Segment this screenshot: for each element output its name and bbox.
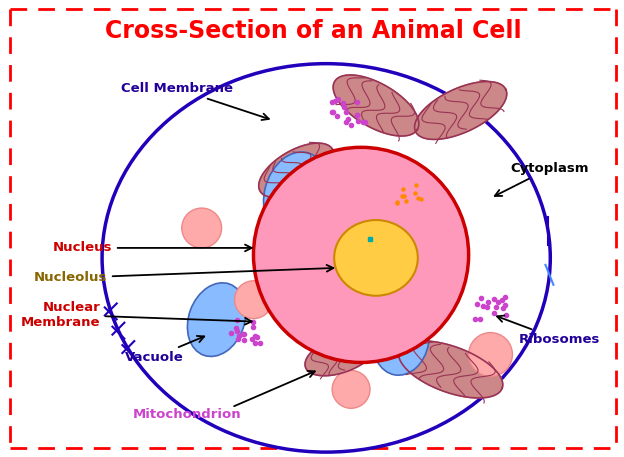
Circle shape <box>260 203 298 241</box>
Text: Cytoplasm: Cytoplasm <box>495 162 589 196</box>
Circle shape <box>182 208 222 248</box>
Circle shape <box>332 371 370 408</box>
Circle shape <box>235 281 273 319</box>
Polygon shape <box>333 75 419 136</box>
Text: Cell Membrane: Cell Membrane <box>121 82 269 120</box>
Ellipse shape <box>334 220 418 296</box>
Ellipse shape <box>373 304 429 375</box>
Text: Nucleus: Nucleus <box>52 241 251 255</box>
Ellipse shape <box>263 152 329 238</box>
Polygon shape <box>259 143 334 197</box>
Ellipse shape <box>187 283 246 356</box>
Circle shape <box>469 333 512 377</box>
Text: Cross-Section of an Animal Cell: Cross-Section of an Animal Cell <box>105 19 522 43</box>
Polygon shape <box>414 81 507 139</box>
Text: Nucleolus: Nucleolus <box>34 265 333 284</box>
Text: Nuclear
Membrane: Nuclear Membrane <box>21 301 251 329</box>
Text: Ribosomes: Ribosomes <box>497 315 600 346</box>
Polygon shape <box>305 333 378 376</box>
Ellipse shape <box>253 147 469 362</box>
Ellipse shape <box>102 64 550 452</box>
Text: Vacuole: Vacuole <box>125 336 204 364</box>
Text: Mitochondrion: Mitochondrion <box>132 408 241 421</box>
Polygon shape <box>399 341 503 398</box>
